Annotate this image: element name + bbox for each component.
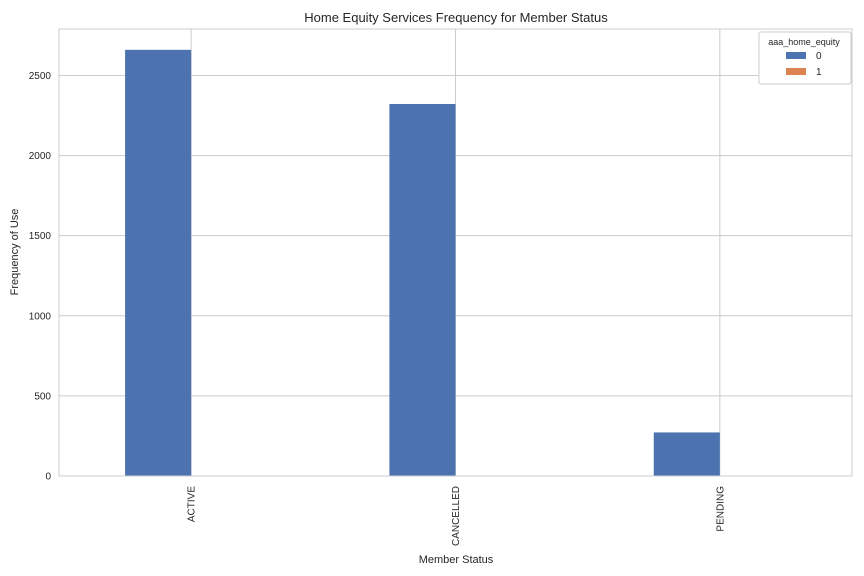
y-tick-label: 2500 bbox=[29, 71, 52, 82]
y-tick-label: 1000 bbox=[29, 311, 52, 322]
y-tick-label: 2000 bbox=[29, 151, 52, 162]
legend-label-series-1: 1 bbox=[816, 67, 822, 78]
legend-swatch-series-1 bbox=[786, 68, 806, 75]
y-tick-label: 0 bbox=[45, 472, 51, 483]
bar-pending-series-0 bbox=[653, 432, 720, 476]
legend: aaa_home_equity 0 1 bbox=[758, 31, 852, 85]
y-tick-label: 1500 bbox=[29, 231, 52, 242]
x-tick-label: CANCELLED bbox=[451, 486, 462, 546]
x-axis-label: Member Status bbox=[419, 554, 494, 566]
bar-cancelled-series-0 bbox=[389, 103, 456, 476]
x-tick-label: PENDING bbox=[715, 486, 726, 532]
bars bbox=[125, 49, 720, 477]
y-tick-label: 500 bbox=[34, 391, 51, 402]
x-tick-label: ACTIVE bbox=[187, 486, 198, 522]
x-axis-ticks: ACTIVE CANCELLED PENDING bbox=[187, 486, 727, 546]
y-axis-ticks: 0 500 1000 1500 2000 2500 bbox=[29, 71, 52, 483]
legend-label-series-0: 0 bbox=[816, 51, 822, 62]
bar-active-series-0 bbox=[125, 49, 192, 477]
y-axis-label: Frequency of Use bbox=[9, 209, 21, 296]
plot-frame bbox=[58, 28, 853, 477]
legend-swatch-series-0 bbox=[786, 52, 806, 59]
chart-title: Home Equity Services Frequency for Membe… bbox=[304, 10, 608, 25]
legend-title: aaa_home_equity bbox=[768, 37, 840, 47]
